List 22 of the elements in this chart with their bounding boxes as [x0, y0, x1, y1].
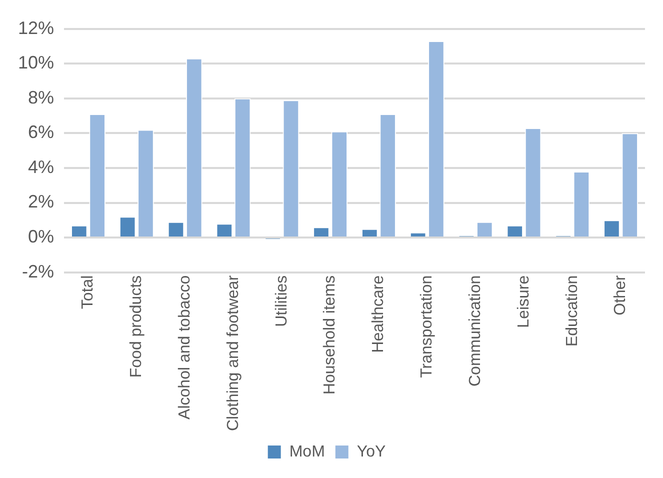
x-tick-label: Healthcare [370, 275, 388, 353]
y-tick-label: 4% [28, 156, 54, 177]
x-tick-label: Other [612, 274, 630, 316]
legend-label: YoY [356, 443, 386, 460]
y-tick-label: 12% [18, 18, 54, 38]
x-tick-label: Household items [322, 275, 339, 395]
y-tick-label: 0% [28, 226, 54, 247]
x-tick-label: Food products [128, 275, 146, 378]
y-tick-label: 10% [18, 52, 54, 73]
x-tick-label: Alcohol and tobacco [176, 275, 194, 420]
x-tick-label: Total [80, 275, 97, 310]
x-tick-label: Transportation [418, 275, 436, 378]
y-tick-label: 8% [28, 87, 54, 108]
x-tick-label: Leisure [515, 275, 532, 328]
y-tick-label: -2% [22, 261, 54, 282]
y-tick-label: 6% [28, 122, 54, 142]
x-tick-label: Utilities [273, 275, 290, 327]
y-tick-label: 2% [28, 192, 54, 212]
x-tick-label: Communication [466, 275, 484, 386]
x-tick-label: Clothing and footwear [224, 274, 242, 431]
x-tick-label: Education [564, 275, 581, 347]
legend-label: MoM [289, 443, 325, 460]
